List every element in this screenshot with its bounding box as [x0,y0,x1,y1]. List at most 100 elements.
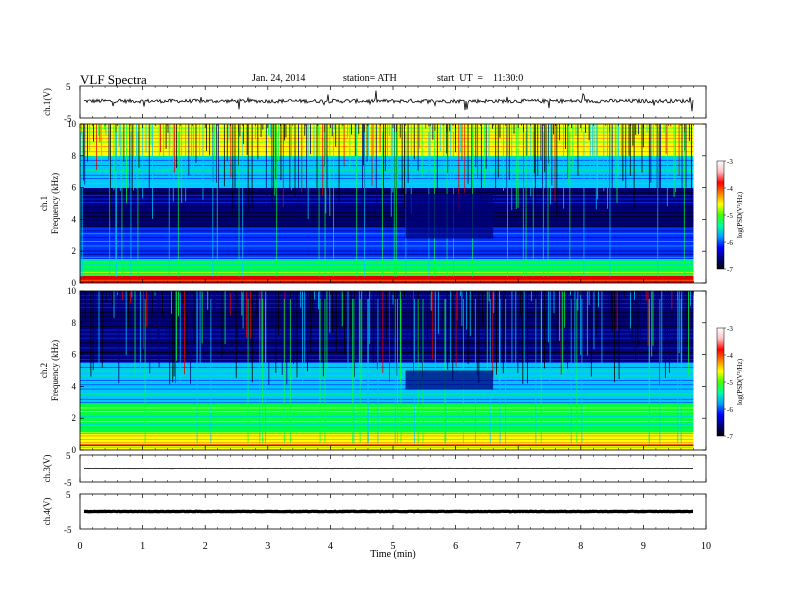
sferic-streak [286,291,288,385]
sferic-streak [229,291,231,316]
sferic-streak [506,131,508,277]
sferic-streak [657,131,659,277]
sferic-streak [80,131,82,277]
sferic-streak [235,291,237,379]
sferic-streak [434,291,436,373]
sferic-streak [175,291,176,384]
sferic-streak [613,291,615,383]
freq-line [80,151,694,153]
sferic-streak [532,131,534,277]
sferic-streak [356,131,358,277]
sferic-streak [603,124,605,192]
sferic-streak [154,291,156,296]
sferic-streak [572,124,574,168]
sferic-streak [158,124,160,160]
sferic-streak [544,291,545,369]
sferic-streak [454,124,456,153]
sferic-streak [530,124,532,197]
sferic-streak [651,291,653,357]
sferic-streak [425,124,427,129]
freq-line [80,416,694,418]
sferic-streak [485,291,487,350]
sferic-streak [201,291,203,344]
x-tick-label: 10 [701,541,711,552]
sferic-streak [681,124,683,192]
sferic-streak [389,291,390,382]
sferic-streak [191,124,192,167]
sferic-streak [280,124,282,181]
sferic-streak [350,124,352,135]
sferic-streak [585,124,587,133]
sferic-streak [192,124,194,177]
sferic-streak [335,291,337,353]
sferic-streak [660,124,662,208]
start-time-label: start UT = 11:30:0 [437,73,524,84]
sferic-streak [294,124,296,198]
x-tick-label: 5 [391,541,396,552]
sferic-streak [256,291,258,317]
sferic-streak [178,291,179,317]
freq-line [80,237,694,239]
sferic-streak [498,291,500,383]
sferic-streak [168,131,170,277]
sferic-streak [142,124,144,199]
colorbar-tick-label: -3 [727,158,733,166]
freq-line [80,375,694,377]
sferic-streak [228,124,230,141]
sferic-streak [517,124,519,208]
sferic-streak [621,124,622,160]
sferic-streak [469,291,471,337]
sferic-streak [381,131,383,277]
sferic-streak [393,291,395,338]
freq-line [80,206,694,208]
sferic-streak [634,291,635,300]
sferic-streak [271,124,273,208]
sferic-streak [570,298,572,444]
sferic-streak [392,291,394,305]
sferic-streak [379,291,380,309]
sferic-streak [396,298,398,444]
freq-line [80,393,694,395]
sferic-streak [495,124,497,201]
sferic-streak [199,124,201,160]
sferic-streak [281,291,283,376]
freq-line [80,259,694,261]
sferic-streak [542,131,544,277]
sferic-streak [648,298,650,444]
sferic-streak [218,291,220,302]
sferic-streak [207,291,209,310]
sferic-streak [595,124,597,210]
sferic-streak [293,291,294,364]
sferic-streak [476,291,478,376]
sferic-streak [116,291,118,296]
sferic-streak [278,124,280,161]
sferic-streak [691,124,692,197]
sferic-streak [247,124,249,212]
sferic-streak [550,124,552,205]
freq-line [80,195,694,196]
sferic-streak [586,291,588,356]
sferic-streak [611,124,613,199]
sferic-streak [249,291,251,339]
sferic-streak [683,131,685,277]
freq-line [80,156,694,158]
sferic-streak [246,124,248,155]
sferic-streak [505,298,507,444]
sferic-streak [312,291,314,313]
sferic-streak [553,124,555,135]
x-ticks [79,124,707,283]
sferic-streak [237,124,239,166]
x-tick-label: 2 [203,541,208,552]
sferic-streak [145,124,147,153]
date-label: Jan. 24, 2014 [252,73,306,84]
sferic-streak [403,291,405,299]
freq-line [80,388,694,390]
sferic-streak [643,291,645,294]
freq-line [80,424,694,425]
sferic-streak [275,124,277,180]
sferic-streak [134,291,136,375]
sferic-streak [482,291,484,326]
sferic-streak [295,291,297,349]
sferic-streak [160,124,161,153]
sferic-streak [678,291,680,354]
